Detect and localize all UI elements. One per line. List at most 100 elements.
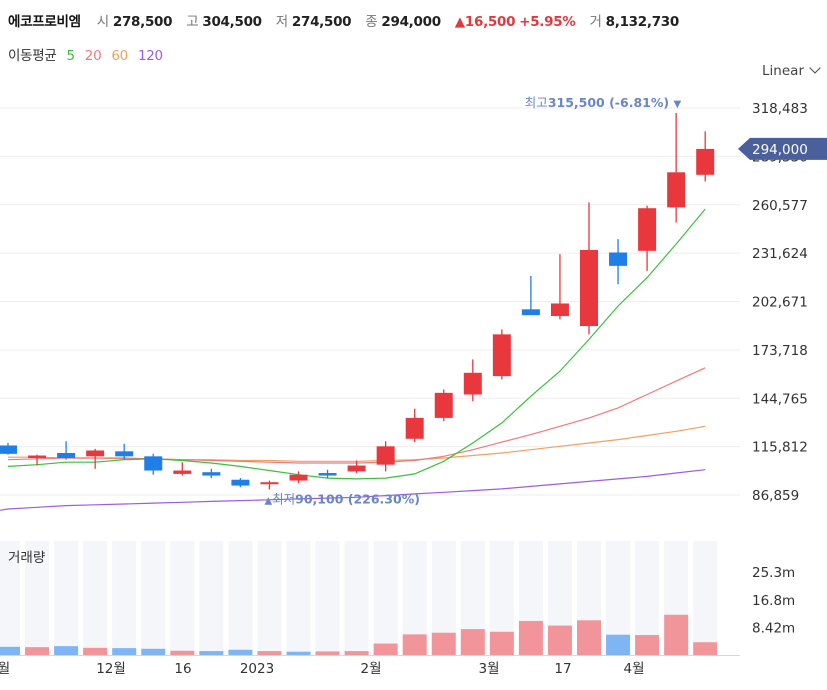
- volume-bar: [199, 651, 224, 655]
- candle-body: [638, 208, 657, 251]
- candle-body: [231, 479, 250, 486]
- volume-title: 거래량: [8, 550, 45, 566]
- down-triangle-icon: ▼: [673, 99, 681, 110]
- ma120-line: [0, 469, 706, 511]
- volume-stripe: [83, 541, 108, 655]
- candle-body: [376, 446, 395, 465]
- candle-body: [57, 452, 76, 459]
- candle-body: [434, 392, 453, 418]
- candle-body: [115, 451, 134, 457]
- volume-bar: [664, 614, 689, 655]
- candle-body: [696, 148, 715, 175]
- candle-body: [550, 303, 569, 316]
- close-label: 종: [365, 14, 378, 30]
- volume-bar: [112, 648, 137, 655]
- price-tick-label: 231,624: [752, 246, 808, 262]
- candle-body: [260, 482, 279, 485]
- candle-body: [405, 417, 424, 439]
- x-tick-label: 2023: [240, 661, 274, 677]
- volume-stripe: [199, 541, 224, 655]
- low-label: 저: [275, 14, 288, 30]
- volume-stripe: [228, 541, 253, 655]
- price-tick-label: 318,483: [752, 101, 808, 117]
- candle-body: [173, 470, 192, 474]
- volume-tick-label: 8.42m: [752, 620, 795, 636]
- price-tick-label: 202,671: [752, 295, 808, 311]
- x-tick-label: 17: [554, 661, 571, 677]
- volume-tick-label: 25.3m: [752, 565, 795, 581]
- high-price: 304,500: [202, 14, 262, 30]
- candle-body: [202, 472, 221, 476]
- stock-info-bar: 에코프로비엠 시 278,500 고 304,500 저 274,500 종 294,0…: [8, 10, 689, 30]
- candle-body: [521, 309, 540, 316]
- candle-body: [0, 445, 17, 454]
- volume-bar: [693, 642, 718, 655]
- volume-bar: [170, 650, 195, 655]
- volume-bar: [54, 646, 79, 655]
- low-price: 274,500: [291, 14, 352, 30]
- volume-bar: [257, 651, 282, 655]
- volume-bar: [0, 646, 20, 655]
- volume-bar: [25, 647, 50, 655]
- price-tick-label: 173,718: [752, 343, 808, 359]
- candle-body: [289, 474, 308, 481]
- volume-bar: [606, 634, 631, 655]
- stock-name: 에코프로비엠: [8, 14, 81, 30]
- min-value: 90,100 (226.30%): [295, 492, 420, 507]
- volume-bar: [286, 651, 311, 655]
- max-label: 최고: [525, 95, 548, 110]
- moving-average-label: 이동평균: [8, 48, 57, 64]
- volume-bar: [460, 629, 485, 655]
- candle-body: [667, 172, 686, 208]
- close-price: 294,000: [381, 14, 441, 30]
- scale-dropdown[interactable]: Linear: [762, 62, 821, 79]
- scale-label: Linear: [762, 63, 804, 79]
- volume-bar: [518, 620, 543, 655]
- volume-stripe: [0, 541, 20, 655]
- volume-stripe: [286, 541, 311, 655]
- volume-bar: [577, 620, 601, 655]
- x-tick-label: 12월: [96, 661, 126, 677]
- volume-stripe: [315, 541, 340, 655]
- candle-body: [86, 450, 105, 457]
- volume-stripe: [112, 541, 137, 655]
- price-tick-label: 86,859: [752, 488, 799, 504]
- max-price-annotation: 최고315,500 (-6.81%) ▼: [525, 95, 682, 110]
- price-tick-label: 144,765: [752, 391, 808, 407]
- volume-bar: [373, 643, 398, 655]
- max-value: 315,500 (-6.81%): [548, 95, 674, 110]
- volume-stripe: [693, 541, 718, 655]
- price-tick-label: 115,812: [752, 440, 808, 456]
- ma60-line: [8, 425, 706, 462]
- volume-stripe: [373, 541, 398, 655]
- ma5-line: [7, 208, 706, 480]
- volume-bar: [431, 632, 456, 655]
- x-tick-label: 2월: [360, 661, 381, 677]
- volume-bar: [315, 651, 340, 655]
- volume-stripe: [257, 541, 282, 655]
- volume-bar: [141, 648, 166, 655]
- volume-bar: [489, 631, 514, 655]
- ma-period-120: 120: [137, 48, 163, 64]
- volume-label: 거: [589, 14, 602, 30]
- volume-bar: [83, 647, 108, 655]
- price-change-percent: +5.95%: [519, 14, 576, 30]
- high-label: 고: [186, 14, 199, 30]
- candle-body: [347, 465, 366, 472]
- ma20-line: [7, 367, 706, 464]
- volume-bar: [635, 635, 660, 655]
- candle-body: [28, 455, 47, 459]
- price-change: ▲16,500: [454, 14, 516, 30]
- volume-bar: [547, 625, 572, 655]
- candle-body: [492, 334, 511, 377]
- candle-body: [318, 473, 337, 476]
- candle-body: [609, 252, 628, 266]
- volume-stripe: [54, 541, 79, 655]
- min-price-annotation: ▲최저90,100 (226.30%): [264, 492, 420, 507]
- volume-bar: [228, 649, 253, 655]
- moving-average-legend[interactable]: 이동평균 5 20 60 120: [8, 44, 169, 64]
- min-label: 최저: [272, 492, 295, 507]
- volume-bar: [402, 634, 427, 655]
- volume-stripe: [489, 541, 514, 655]
